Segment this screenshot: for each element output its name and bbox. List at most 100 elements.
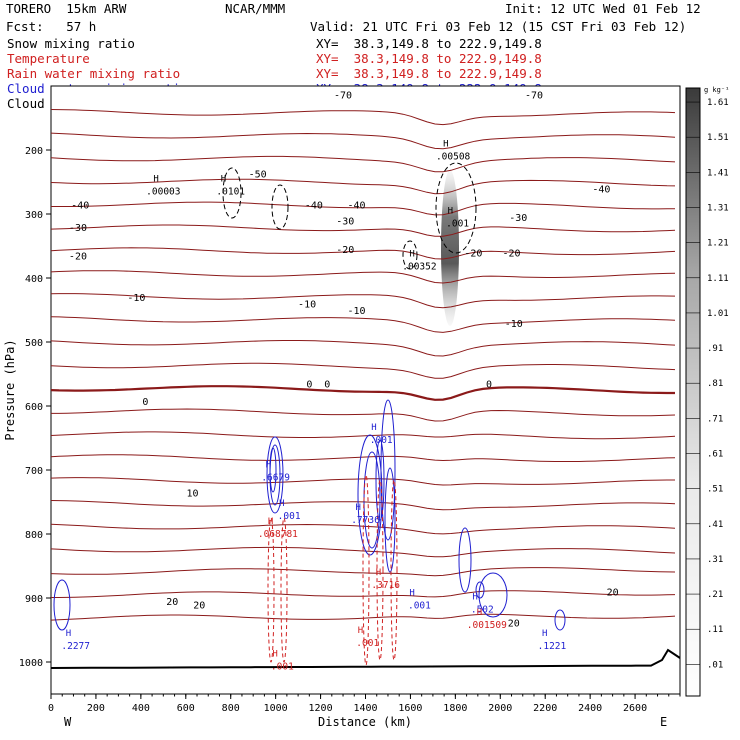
mixing-ratio-contour xyxy=(271,184,289,230)
maximum-value: .001 xyxy=(370,435,393,446)
colorbar-label: 1.51 xyxy=(707,133,729,143)
x-tick-label: 1400 xyxy=(353,703,377,714)
maximum-marker: H xyxy=(358,626,363,636)
maximum-marker: H xyxy=(448,207,453,217)
x-tick-label: 1600 xyxy=(398,703,422,714)
x-tick-label: 2400 xyxy=(578,703,602,714)
colorbar-label: .11 xyxy=(707,625,723,635)
temperature-label: -10 xyxy=(127,293,145,304)
header-center: NCAR/MMM xyxy=(225,1,286,16)
temperature-contour xyxy=(50,362,676,379)
temperature-contour xyxy=(50,431,676,440)
mixing-ratio-contour xyxy=(478,572,508,618)
maximum-marker: H xyxy=(409,589,414,599)
temperature-contour xyxy=(51,408,676,422)
colorbar-label: 1.21 xyxy=(707,239,729,249)
x-tick-label: 400 xyxy=(132,703,150,714)
maximum-marker: H xyxy=(472,593,477,603)
maximum-marker: H xyxy=(221,175,226,185)
maximum-value: .2277 xyxy=(61,641,90,652)
temperature-label: -20 xyxy=(464,248,482,259)
y-tick-label: 400 xyxy=(25,274,43,285)
temperature-label: -40 xyxy=(347,200,365,211)
temperature-contour xyxy=(50,270,676,284)
maximum-value: .00003 xyxy=(146,187,180,198)
snow-shading xyxy=(441,170,459,326)
temperature-label: -30 xyxy=(336,216,354,227)
maximum-value: .1221 xyxy=(538,641,567,652)
temperature-contour xyxy=(51,201,676,216)
x-tick-label: 200 xyxy=(87,703,105,714)
maximum-marker: H xyxy=(153,175,158,185)
x-tick-label: 2600 xyxy=(623,703,647,714)
x-tick-label: 0 xyxy=(48,703,54,714)
maximum-marker: H xyxy=(356,503,361,513)
maximum-marker: H xyxy=(443,139,448,149)
temperature-contours xyxy=(50,109,681,669)
x-tick-label: 1000 xyxy=(264,703,288,714)
maximum-value: .6679 xyxy=(261,473,290,484)
maximum-value: .00508 xyxy=(436,151,471,162)
colorbar-label: .61 xyxy=(707,450,723,460)
mixing-ratio-contour xyxy=(376,479,384,661)
mixing-ratio-contour xyxy=(280,517,288,663)
mixing-ratio-contour xyxy=(267,517,275,663)
temperature-contour xyxy=(50,340,676,357)
header-init: Init: 12 UTC Wed 01 Feb 12 xyxy=(505,1,701,16)
maximum-marker: H xyxy=(477,608,482,618)
legend-field-name: Rain water mixing ratio xyxy=(7,66,181,81)
x-tick-label: 1200 xyxy=(309,703,333,714)
colorbar-label: .91 xyxy=(707,344,723,354)
mixing-ratio-contour xyxy=(357,434,383,556)
temperature-contour xyxy=(50,178,676,195)
colorbar-label: 1.41 xyxy=(707,168,729,178)
y-tick-label: 900 xyxy=(25,594,43,605)
header-fcst: Fcst: 57 h xyxy=(6,19,97,34)
mixing-ratio-contour xyxy=(222,167,242,219)
temperature-label: -20 xyxy=(336,245,354,256)
colorbar-label: .51 xyxy=(707,485,723,495)
mixing-ratio-contour xyxy=(375,439,385,521)
temperature-label: 10 xyxy=(187,488,199,499)
mixing-ratio-contour xyxy=(53,579,71,631)
y-tick-label: 200 xyxy=(25,146,43,157)
mixing-ratio-contour xyxy=(435,162,477,254)
maximum-value: .001 xyxy=(408,601,431,612)
legend-field-xy: XY= 38.3,149.8 to 222.9,149.8 xyxy=(316,51,542,66)
legend-field-xy: XY= 38.3,149.8 to 222.9,149.8 xyxy=(316,66,542,81)
temperature-label: 20 xyxy=(166,597,178,608)
colorbar-label: .41 xyxy=(707,520,723,530)
maximum-value: .001 xyxy=(446,219,469,230)
maximum-value: .00352 xyxy=(402,261,436,272)
temperature-label: -40 xyxy=(71,200,89,211)
temperature-contour xyxy=(50,500,676,511)
temperature-label: -10 xyxy=(298,300,316,311)
colorbar-ramp xyxy=(685,87,701,697)
x-tick-label: 600 xyxy=(177,703,195,714)
y-tick-label: 700 xyxy=(25,466,43,477)
maximum-marker: H xyxy=(66,629,71,639)
maximum-value: .502 xyxy=(471,605,494,616)
legend-field-name: Temperature xyxy=(7,51,90,66)
mixing-ratio-contour xyxy=(362,474,370,666)
x-axis: 0 200 400 600 800 1000 1200 1400 1600 1800 2000 220… xyxy=(48,694,681,714)
x-tick-label: 1800 xyxy=(443,703,467,714)
x-tick-label: 2200 xyxy=(533,703,557,714)
maximum-marker: H xyxy=(542,629,547,639)
maximum-value: .0101 xyxy=(216,187,245,198)
temperature-contour xyxy=(50,293,676,309)
x-axis-label: Distance (km) xyxy=(318,715,412,729)
temperature-contour xyxy=(50,385,675,401)
maxima-labels: H .00003 H .0101 H .00508 H .001 H .00352 H .6679 H.… xyxy=(61,139,566,672)
colorbar-unit: g kg⁻¹ xyxy=(704,86,729,94)
temperature-labels: -70 -70 -50 -40 -40 -40 -40 -30 -30 -30 -20 -20 -20 -… xyxy=(69,90,619,629)
legend-field-xy: XY= 38.3,149.8 to 222.9,149.8 xyxy=(316,36,542,51)
maximum-value: .001509 xyxy=(467,620,507,631)
maximum-marker: H xyxy=(266,461,271,471)
mixing-ratio-contour xyxy=(384,467,396,573)
maximum-value: .068781 xyxy=(258,529,298,540)
header-model: TORERO 15km ARW xyxy=(6,1,127,16)
colorbar-label: 1.11 xyxy=(707,274,729,284)
header-valid: Valid: 21 UTC Fri 03 Feb 12 (15 CST Fri … xyxy=(310,19,687,34)
